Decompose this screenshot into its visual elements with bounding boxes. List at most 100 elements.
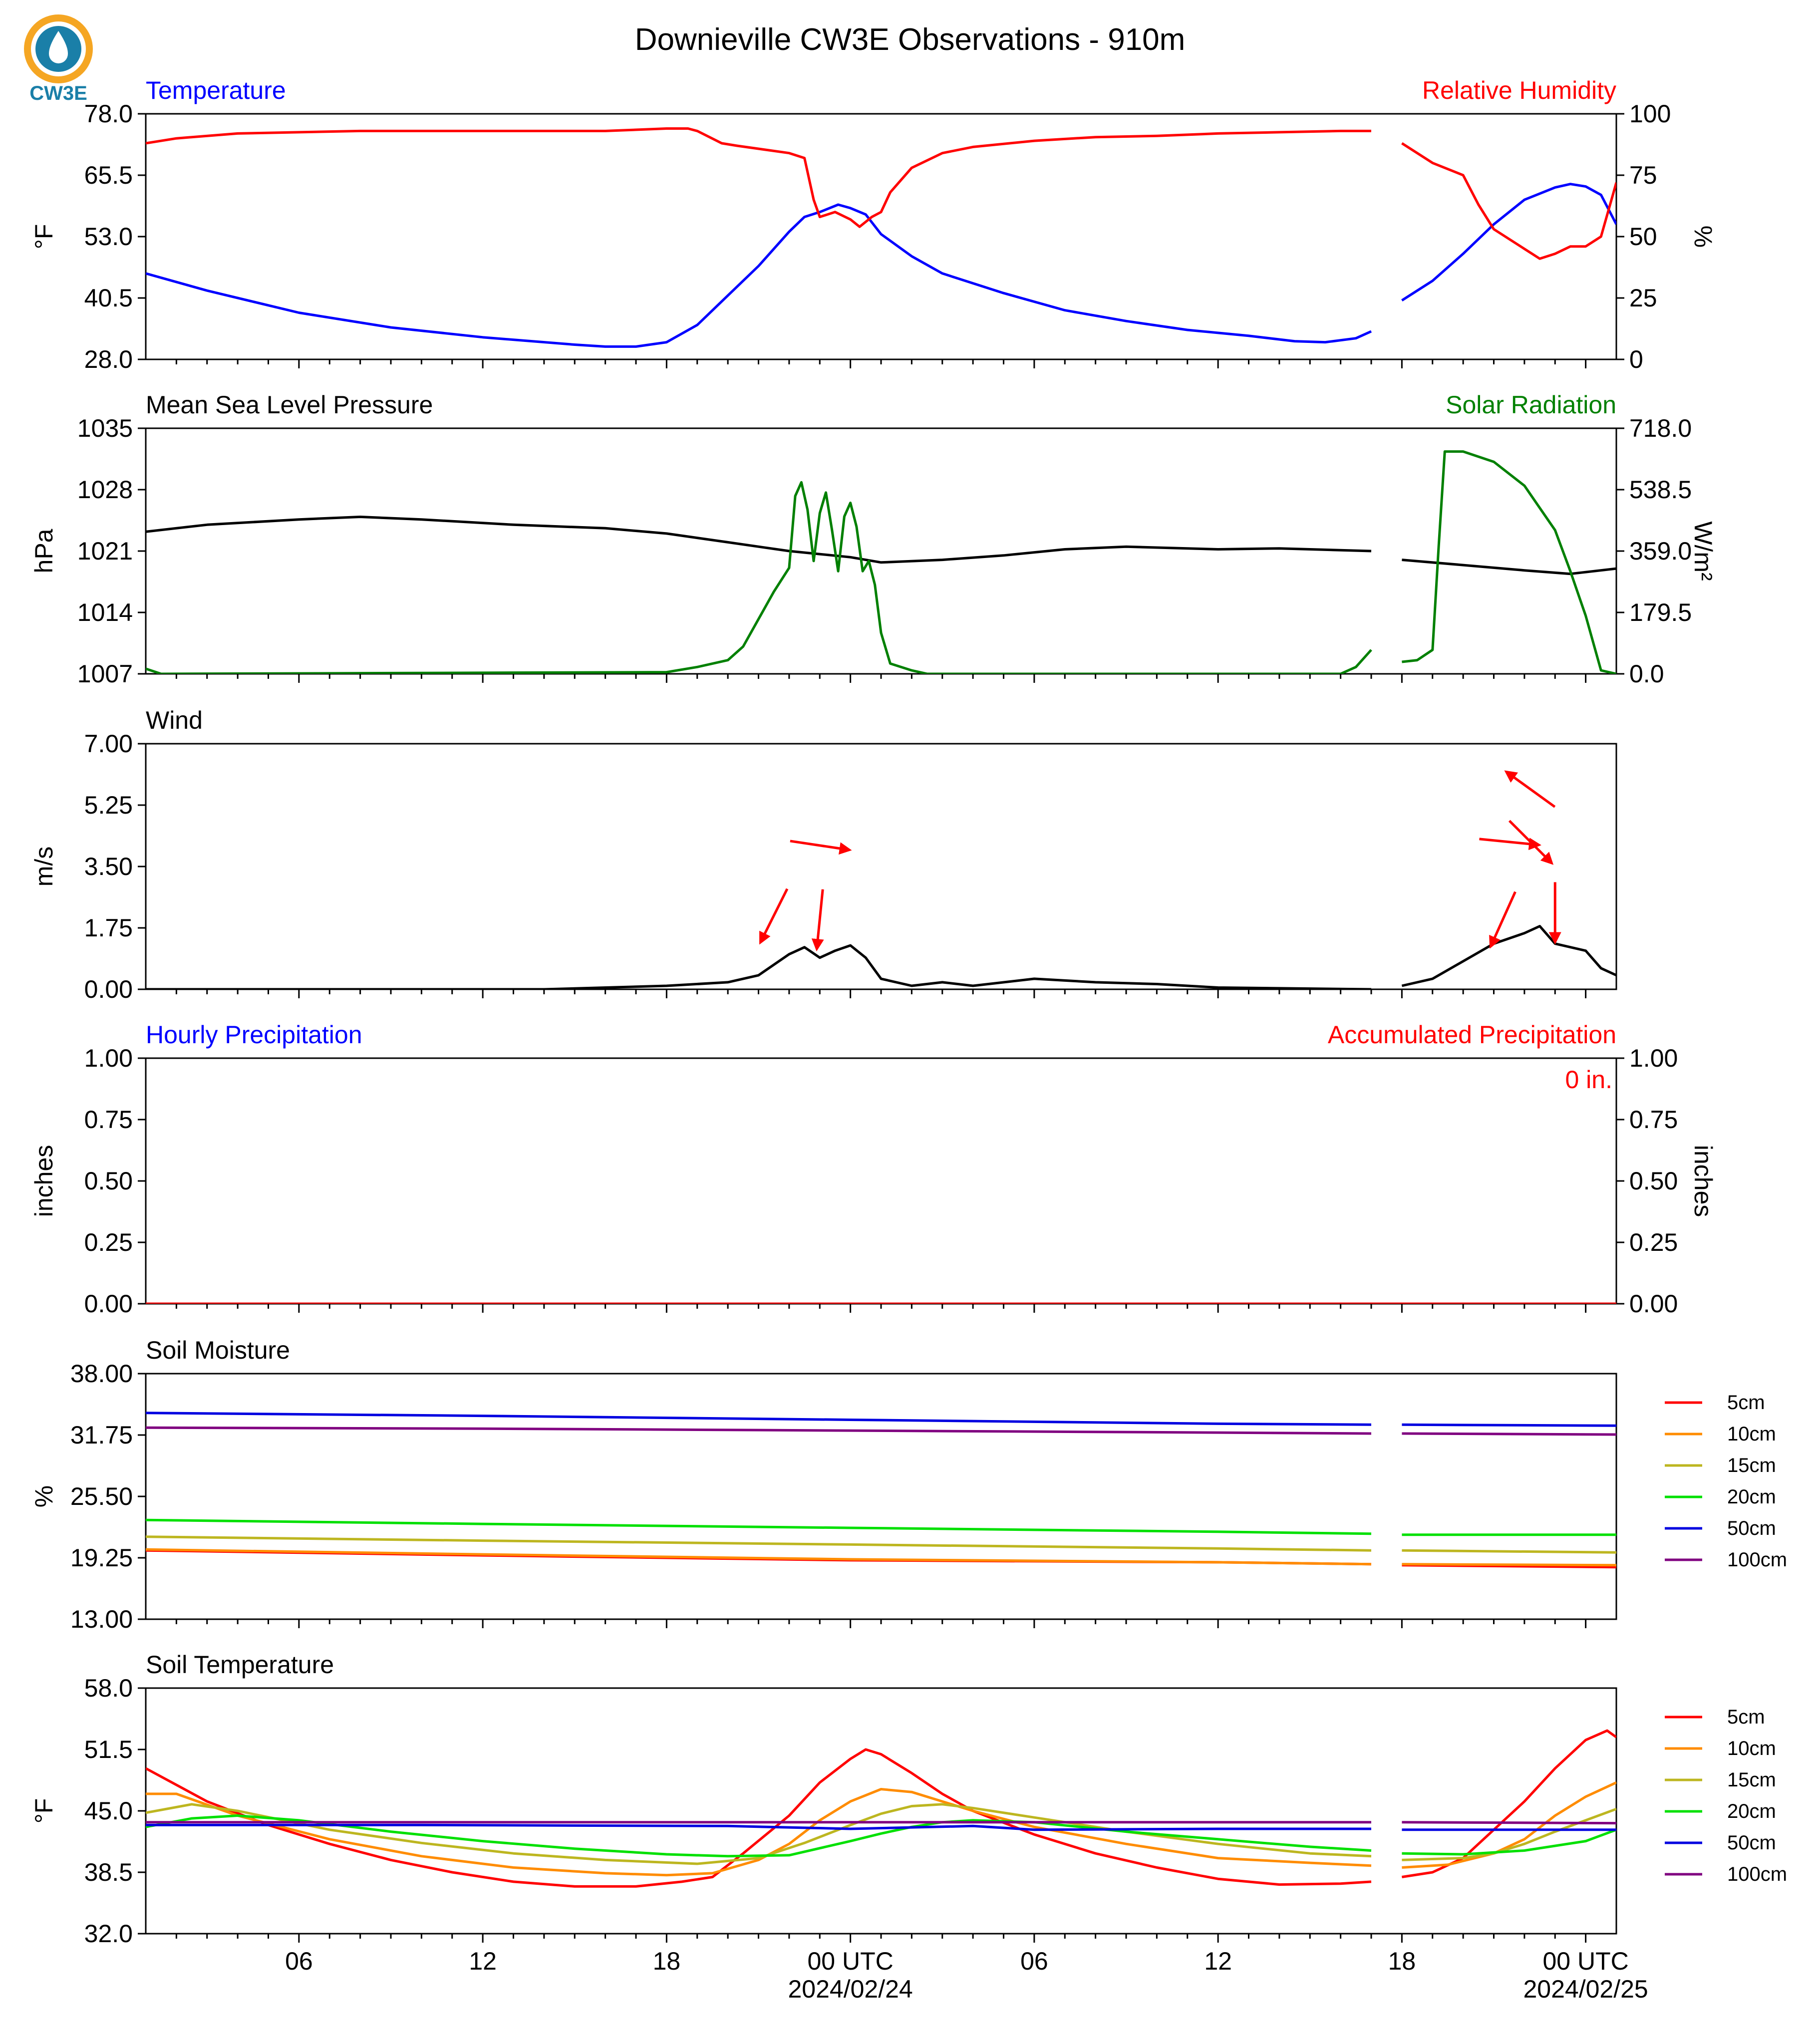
y-tick-label-right: 0.50: [1629, 1167, 1678, 1195]
y-tick-label-right: 25: [1629, 284, 1657, 312]
y-tick-label-right: 718.0: [1629, 414, 1692, 442]
y-tick-label: 1007: [77, 660, 133, 688]
panel-title-right: Relative Humidity: [1422, 76, 1616, 104]
legend-label-5cm: 5cm: [1727, 1392, 1765, 1414]
y-tick-label-right: 1.00: [1629, 1044, 1678, 1072]
y-tick-label: 13.00: [70, 1605, 133, 1633]
panel-temperature_rh: 28.0 40.5 53.0 65.5 78.0 0 25 50 75 100 Temperatur…: [30, 76, 1717, 373]
figure-title: Downieville CW3E Observations - 910m: [635, 22, 1186, 57]
panel-soil_temperature: 32.0 38.5 45.0 51.5 58.0 Soil Temperature °F 5c…: [30, 1651, 1787, 1948]
series-group: [146, 925, 1616, 989]
series-100cm-line: [146, 1426, 1372, 1435]
panel-title-right: Solar Radiation: [1446, 391, 1616, 419]
y-tick-label: 0.25: [84, 1228, 133, 1256]
series-5cm-line: [1402, 1729, 1616, 1878]
series-50cm-line: [1402, 1423, 1616, 1427]
logo-text: CW3E: [29, 82, 87, 104]
series-10cm-line: [1402, 1781, 1616, 1869]
y-tick-label: 7.00: [84, 730, 133, 758]
x-tick-label: 06: [285, 1947, 313, 1975]
y-axis-label: °F: [30, 224, 58, 250]
series-wind_speed-line: [146, 944, 1372, 989]
y-tick-label: 3.50: [84, 853, 133, 880]
y-tick-label: 1014: [77, 598, 133, 626]
series-20cm-line: [1402, 1828, 1616, 1856]
y-tick-label: 28.0: [84, 345, 133, 373]
panel-title-left: Wind: [146, 706, 203, 734]
wind-arrow-2: [811, 889, 824, 952]
y-tick-label: 40.5: [84, 284, 133, 312]
legend: 5cm 10cm 15cm 20cm 50cm 100cm: [1665, 1392, 1787, 1571]
y-tick-label: 45.0: [84, 1797, 133, 1825]
y-tick-label: 5.25: [84, 791, 133, 819]
x-date-label: 2024/02/24: [788, 1975, 913, 2003]
panel-title-left: Mean Sea Level Pressure: [146, 391, 433, 419]
series-50cm-line: [146, 1823, 1371, 1831]
series-15cm-line: [1402, 1549, 1616, 1554]
series-100cm-line: [1402, 1821, 1616, 1825]
x-date-label: 2024/02/25: [1523, 1975, 1648, 2003]
panel-title-left: Hourly Precipitation: [146, 1021, 362, 1049]
y-tick-label: 0.00: [84, 975, 133, 1003]
wind-arrow-1: [759, 888, 789, 945]
series-group: [146, 1729, 1616, 1888]
y-tick-label-right: 0.00: [1629, 1290, 1678, 1318]
wind-arrow-5: [1479, 838, 1541, 851]
series-5cm-line: [146, 1748, 1372, 1888]
x-tick-label: 06: [1020, 1947, 1048, 1975]
legend-label-5cm: 5cm: [1727, 1706, 1765, 1728]
y-tick-label: 38.00: [70, 1360, 133, 1388]
y-tick-label-right: 0.75: [1629, 1106, 1678, 1134]
series-group: [146, 1412, 1616, 1569]
plot-frame: [145, 1687, 1617, 1935]
y-tick-label: 51.5: [84, 1736, 133, 1763]
plot-frame: [145, 1373, 1617, 1620]
series-10cm-line: [146, 1548, 1372, 1566]
wind-arrow-7: [1508, 820, 1554, 865]
legend-label-10cm: 10cm: [1727, 1423, 1776, 1445]
series-solar_radiation-line: [146, 481, 1372, 674]
series-relative_humidity-line: [1401, 142, 1616, 260]
series-10cm-line: [146, 1788, 1372, 1877]
y-axis-label-right: inches: [1689, 1145, 1717, 1217]
wind-arrow-4: [1489, 891, 1517, 949]
y-tick-label-right: 179.5: [1629, 598, 1692, 626]
x-tick-label: 00 UTC: [807, 1947, 893, 1975]
y-tick-label-right: 538.5: [1629, 476, 1692, 504]
y-axis-label: hPa: [30, 529, 58, 573]
y-tick-label: 1028: [77, 476, 133, 504]
y-axis-label: inches: [30, 1145, 58, 1217]
cw3e-logo: CW3E: [24, 14, 93, 104]
y-tick-label-right: 50: [1629, 223, 1657, 251]
y-tick-label: 32.0: [84, 1920, 133, 1948]
series-20cm-line: [146, 1518, 1372, 1535]
y-tick-label: 38.5: [84, 1858, 133, 1886]
panel-title-left: Temperature: [146, 76, 286, 104]
legend-label-100cm: 100cm: [1727, 1863, 1787, 1885]
panel-title-left: Soil Moisture: [146, 1336, 290, 1364]
x-tick-label: 12: [1204, 1947, 1232, 1975]
plot-frame: [145, 1057, 1617, 1305]
panel-title-left: Soil Temperature: [146, 1651, 334, 1679]
legend-label-15cm: 15cm: [1727, 1454, 1776, 1476]
series-15cm-line: [146, 1535, 1372, 1552]
y-tick-label-right: 75: [1629, 161, 1657, 189]
y-tick-label: 25.50: [70, 1482, 133, 1510]
y-tick-label: 1021: [77, 537, 133, 565]
y-axis-label: m/s: [30, 847, 58, 887]
y-tick-label: 53.0: [84, 223, 133, 251]
series-wind_speed-line: [1401, 925, 1616, 987]
series-group: [146, 127, 1616, 348]
y-axis-label-right: W/m²: [1689, 521, 1717, 580]
y-tick-label: 65.5: [84, 161, 133, 189]
y-tick-label: 19.25: [70, 1544, 133, 1572]
wind-arrow-3: [790, 840, 852, 855]
y-tick-label: 1.75: [84, 914, 133, 942]
y-tick-label-right: 0: [1629, 345, 1643, 373]
droplet-icon: [49, 31, 68, 63]
series-50cm-line: [146, 1412, 1372, 1426]
series-temperature-line: [1401, 183, 1616, 302]
y-tick-label: 31.75: [70, 1421, 133, 1449]
